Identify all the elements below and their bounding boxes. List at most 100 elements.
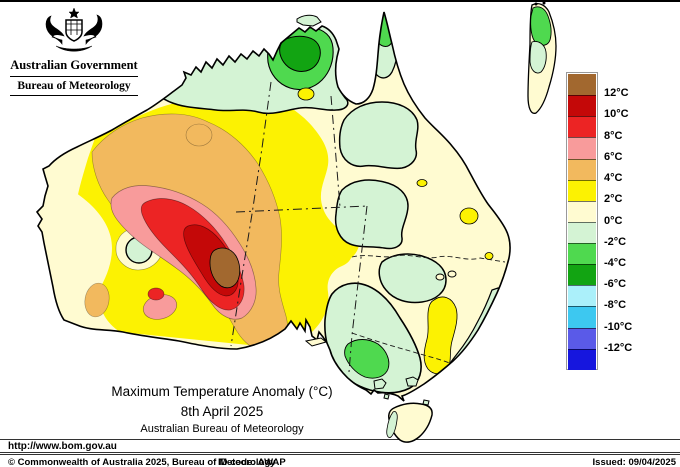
fragment-palegreen <box>529 41 547 74</box>
anomaly-yellow-qld-dot <box>416 179 428 187</box>
bom-url: http://www.bom.gov.au <box>8 441 117 452</box>
legend-swatch-below-neg12 <box>568 348 596 370</box>
legend-swatch-6-8 <box>568 137 596 159</box>
border-sa-east <box>348 205 368 373</box>
legend-swatch-4-6 <box>568 158 596 180</box>
legend-label-neg2: -2°C <box>604 236 627 248</box>
legend-swatch-neg2-0 <box>568 221 596 243</box>
anomaly-darkgreen-darwin <box>279 35 321 72</box>
bass-islet-2 <box>422 399 430 406</box>
anomaly-green-topend <box>267 27 334 91</box>
flinders-island <box>405 376 419 387</box>
kangaroo-island <box>304 337 328 347</box>
tasmania-land <box>388 402 433 443</box>
map-title: Maximum Temperature Anomaly (°C) <box>111 384 333 399</box>
anomaly-orange-wa-blob <box>84 282 110 318</box>
legend-swatch-neg6-neg4 <box>568 264 596 286</box>
northeast-land-fragment <box>527 1 557 114</box>
legend-swatch-2-4 <box>568 179 596 201</box>
copyright-text: © Commonwealth of Australia 2025, Bureau… <box>8 457 276 467</box>
anomaly-yellow-nt-dot <box>297 87 315 101</box>
legend-swatch-0-2 <box>568 200 596 222</box>
anomaly-yellow-border-dot <box>484 252 494 260</box>
legend-label-12: 12°C <box>604 87 629 99</box>
state-borders <box>230 81 506 373</box>
government-title: Australian Government <box>10 58 138 72</box>
anomaly-palegreen-capeyork <box>370 29 398 79</box>
anomaly-pink-band <box>110 185 257 320</box>
legend-label-neg12: -12°C <box>604 342 633 354</box>
anomaly-yellow-west <box>75 94 353 348</box>
anomaly-green-capeyork-tip <box>375 14 395 47</box>
border-nt-qld <box>330 95 341 208</box>
footer-separator-top <box>0 439 680 440</box>
tasmania-west-palegreen <box>386 411 398 438</box>
border-vic-nsw <box>351 332 453 365</box>
tasmania <box>386 402 433 443</box>
footer-status-row: © Commonwealth of Australia 2025, Bureau… <box>0 456 680 467</box>
legend-swatch-neg10-neg8 <box>568 306 596 328</box>
melville-island <box>296 14 322 27</box>
anomaly-palegreen-nsw-coast <box>439 287 501 381</box>
legend-color-scale <box>566 72 598 370</box>
legend-swatch-8-10 <box>568 116 596 138</box>
legend-swatch-neg4-neg2 <box>568 243 596 265</box>
bass-islet-1 <box>383 393 390 400</box>
issued-date: Issued: 09/04/2025 <box>592 457 676 467</box>
anomaly-palegreen-north <box>151 22 349 115</box>
legend-label-10: 10°C <box>604 108 629 120</box>
legend-swatch-neg8-neg6 <box>568 285 596 307</box>
anomaly-yellow-sa-lobe <box>329 219 361 261</box>
islands <box>296 14 430 406</box>
legend-label-8: 8°C <box>604 130 623 142</box>
anomaly-palegreen-gulfcountry <box>338 101 419 170</box>
anomaly-brown-core <box>209 247 241 289</box>
legend-label-6: 6°C <box>604 151 623 163</box>
legend-label-neg4: -4°C <box>604 257 627 269</box>
legend-label-2: 2°C <box>604 193 623 205</box>
fragment-green <box>530 6 552 46</box>
anomaly-pink-sw-blob <box>142 294 178 320</box>
anomaly-orange-nt-blob <box>185 123 213 147</box>
legend-label-neg6: -6°C <box>604 278 627 290</box>
legend-label-4: 4°C <box>604 172 623 184</box>
king-island <box>373 378 387 390</box>
border-qld-nsw <box>351 254 506 263</box>
legend-label-0: 0°C <box>604 215 623 227</box>
anomaly-darkred-band <box>183 224 239 297</box>
anomaly-cream-contour-dot-1 <box>435 273 445 281</box>
anomaly-palegreen-ne-sa <box>378 253 447 304</box>
anomaly-orange-band <box>91 113 288 348</box>
legend-swatch-neg12-neg10 <box>568 327 596 349</box>
anomaly-palegreen-qld-inland <box>334 179 409 250</box>
top-border <box>0 0 680 2</box>
coat-of-arms-icon <box>45 7 103 52</box>
header-rule-top <box>10 76 138 77</box>
anomaly-red-sw-blob <box>147 287 165 301</box>
legend-label-neg8: -8°C <box>604 299 627 311</box>
map-date: 8th April 2025 <box>180 404 264 419</box>
id-code-text: ID code: AWAP <box>218 457 286 467</box>
legend-label-neg10: -10°C <box>604 321 633 333</box>
bureau-title: Bureau of Meteorology <box>17 80 131 92</box>
border-wa <box>230 81 272 347</box>
anomaly-cream-contour-dot-2 <box>447 270 457 278</box>
legend-swatch-above-12 <box>568 74 596 96</box>
anomaly-cream-island-central <box>115 227 163 271</box>
map-title-block: Maximum Temperature Anomaly (°C) 8th Apr… <box>72 384 372 435</box>
footer-separator-bottom <box>0 452 680 455</box>
anomaly-yellow-nsw-oval <box>459 207 479 225</box>
anomaly-cream-westcoast <box>40 180 112 324</box>
border-26s <box>235 205 368 213</box>
anomaly-palegreen-southeast <box>324 282 422 394</box>
anomaly-palegreen-wa-blob <box>125 236 153 264</box>
anomaly-yellow-nsw-south <box>423 296 458 375</box>
map-attribution: Australian Bureau of Meteorology <box>140 423 304 435</box>
fragment-land <box>527 3 557 114</box>
header-rule-bottom <box>10 95 138 96</box>
fragment-islet-1 <box>534 2 538 6</box>
anomaly-red-band <box>140 198 245 311</box>
anomaly-green-sw-victoria <box>344 339 390 379</box>
header-branding: Australian Government Bureau of Meteorol… <box>10 6 138 99</box>
